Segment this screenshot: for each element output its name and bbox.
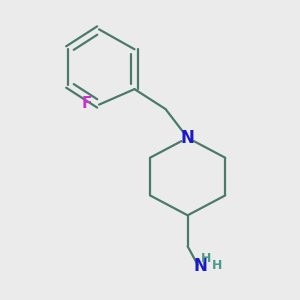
Text: F: F — [82, 96, 92, 111]
Text: H: H — [212, 259, 223, 272]
Text: N: N — [181, 129, 195, 147]
Text: H: H — [201, 252, 212, 265]
Text: N: N — [194, 257, 208, 275]
